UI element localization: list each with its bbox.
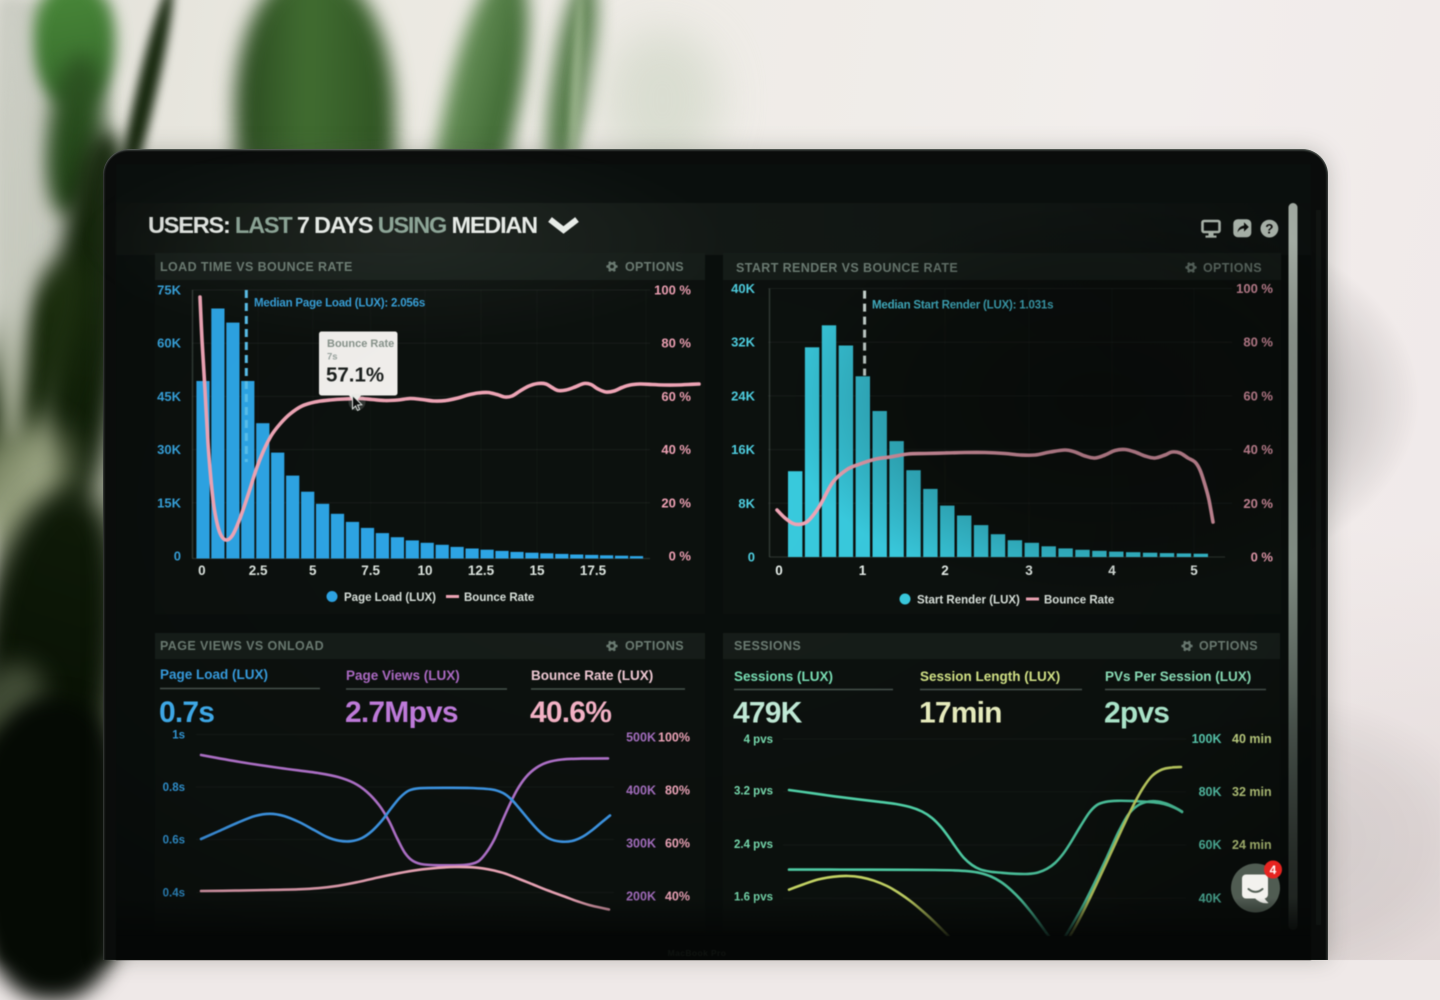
svg-text:MacBook Pro: MacBook Pro [668,948,727,958]
svg-text:4: 4 [1270,863,1277,877]
